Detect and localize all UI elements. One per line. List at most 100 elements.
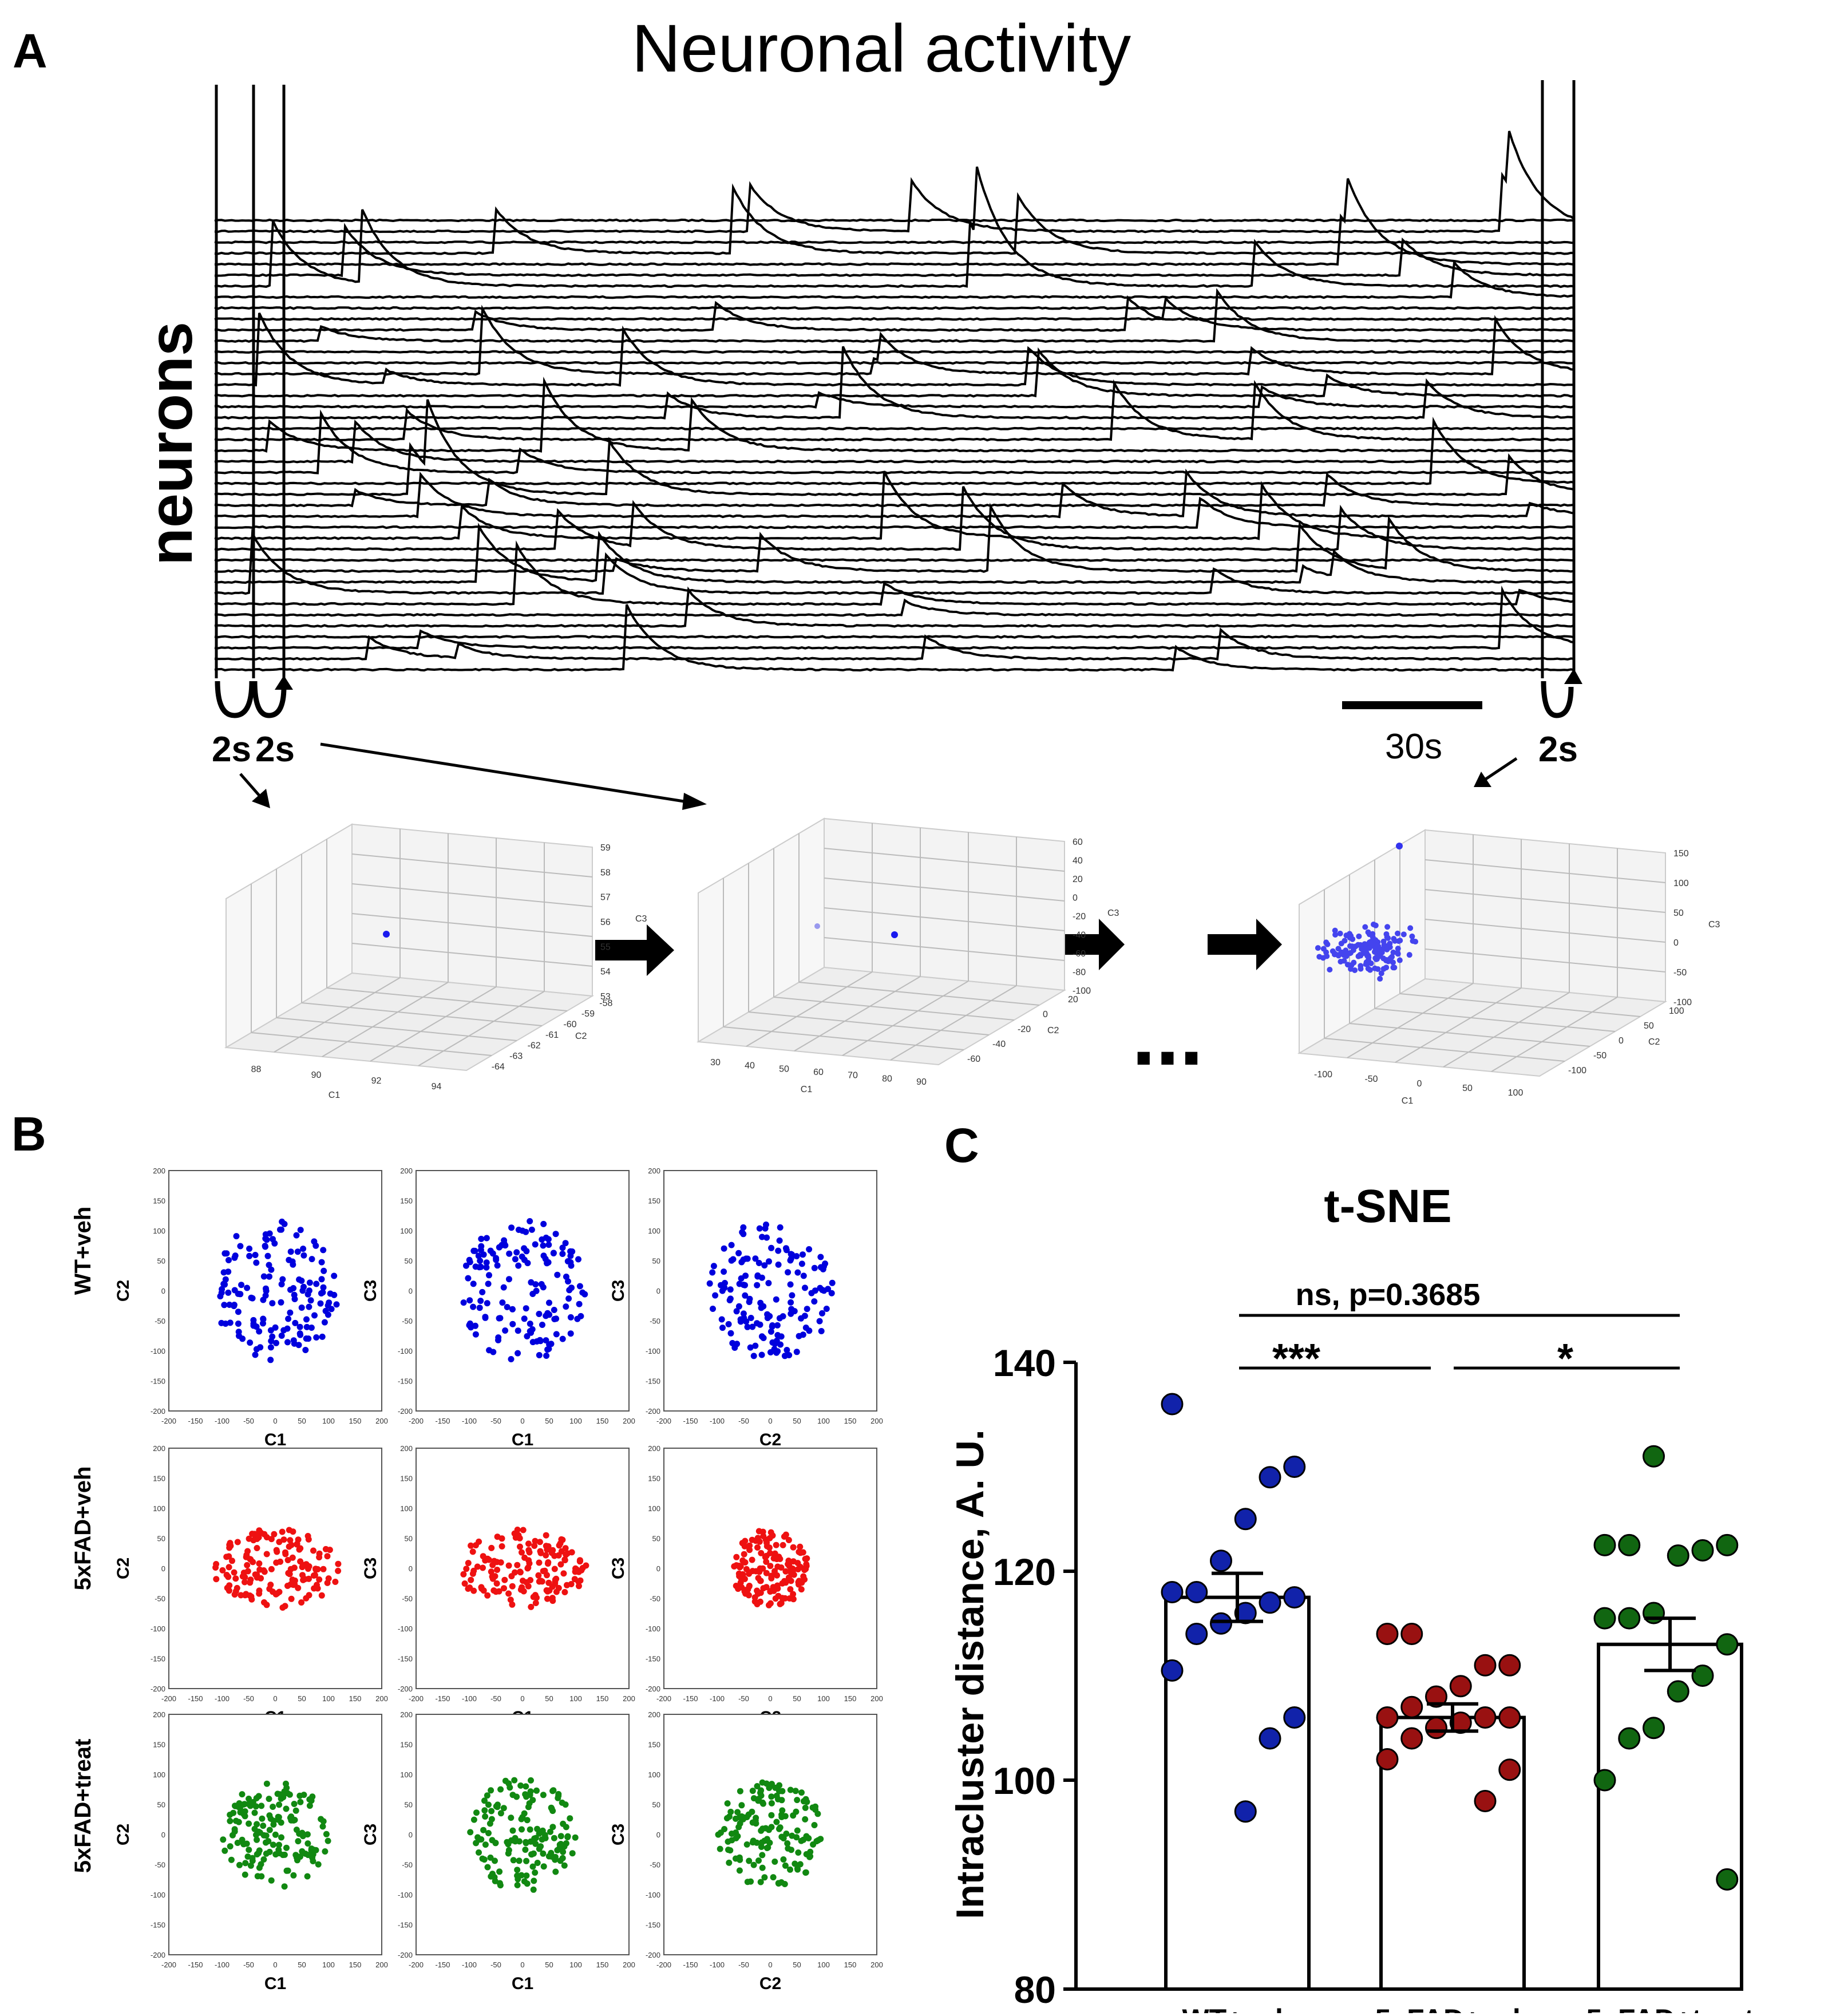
scatter-point [278, 1819, 284, 1826]
scatter-point [576, 1583, 582, 1590]
x-tick-label: 100 [1508, 1088, 1524, 1098]
scatter-point [484, 1792, 490, 1799]
scatter-point [828, 1290, 835, 1296]
scatter-point [469, 1570, 476, 1577]
scatter-point [521, 1554, 528, 1561]
y-tick-label: -100 [646, 1347, 660, 1355]
scatter-point [253, 1346, 260, 1353]
scatter-point [247, 1556, 254, 1563]
embedding-point [1400, 931, 1407, 938]
y-tick-label: -50 [650, 1595, 660, 1603]
y-tick-label: 100 [153, 1227, 165, 1235]
scatter-point [531, 1543, 538, 1549]
scatter-point [756, 1225, 763, 1232]
scatter-point [790, 1591, 797, 1598]
x-tick-label: 0 [520, 1417, 524, 1425]
scatter-point [733, 1308, 740, 1315]
y-tick-label: 100 [400, 1770, 413, 1779]
y-tick-label: -200 [151, 1685, 165, 1693]
scatter-point [523, 1793, 529, 1800]
scatter-point [754, 1282, 761, 1288]
scatter-point [546, 1341, 553, 1348]
scatter-point [270, 1236, 276, 1243]
scatter-subplot: -200-200 -150 -150 -100 -100 -50 -50 0 0 50 50 100 1… [609, 1167, 883, 1449]
data-point [1618, 1533, 1641, 1556]
y-tick-label: -63 [509, 1052, 523, 1061]
scatter-point [507, 1596, 514, 1603]
y-tick-label: -100 [398, 1347, 413, 1355]
scatter-point [532, 1869, 539, 1876]
scatter-point [809, 1804, 816, 1811]
scatter-point [759, 1234, 765, 1240]
scatter-point [558, 1536, 565, 1543]
y-tick-label: 200 [400, 1444, 413, 1453]
scatter-point [757, 1789, 763, 1796]
scatter-point [532, 1840, 539, 1847]
scatter-point [759, 1825, 766, 1832]
scatter-point [544, 1572, 550, 1579]
embedding-point [1390, 964, 1396, 971]
scatter-point [254, 1821, 260, 1828]
scatter-point [771, 1346, 778, 1353]
scatter-point [484, 1592, 491, 1599]
scatter-point [733, 1835, 739, 1841]
z-tick-label: 100 [1673, 879, 1689, 888]
scatter-point [505, 1847, 512, 1853]
scatter-point [537, 1548, 544, 1555]
scatter-point [798, 1586, 805, 1593]
scatter-point [745, 1811, 752, 1818]
scatter-point [779, 1595, 786, 1602]
scatter-point [760, 1800, 766, 1807]
y-axis-label: C2 [114, 1280, 133, 1302]
scatter-point [231, 1569, 238, 1576]
x-tick-label: 100 [322, 1960, 335, 1969]
y-tick-label: 200 [400, 1167, 413, 1175]
embedding-point [1384, 946, 1390, 952]
scatter-point [509, 1601, 516, 1608]
scatter-point [532, 1600, 539, 1606]
scatter-point [774, 1582, 781, 1589]
scatter-point [544, 1588, 551, 1595]
y-tick-label: 0 [161, 1287, 165, 1295]
neuron-trace [214, 288, 1575, 343]
x-tick-label: 50 [545, 1960, 553, 1969]
x-tick-label: 200 [375, 1960, 388, 1969]
scatter-point [741, 1543, 748, 1549]
data-point [1618, 1607, 1641, 1630]
scatter-point [747, 1344, 754, 1351]
scatter-point [297, 1331, 304, 1338]
back-pane [351, 823, 593, 997]
scatter-point [755, 1528, 762, 1535]
scatter-point [244, 1853, 251, 1860]
scatter-point [536, 1311, 543, 1317]
x-tick-label: 70 [848, 1071, 858, 1081]
data-point [1643, 1602, 1665, 1624]
scatter-point [242, 1808, 248, 1815]
scatter-point [527, 1826, 533, 1833]
x-tick-label: 94 [432, 1082, 442, 1092]
x-tick-label: 200 [870, 1694, 883, 1703]
scatter-point [746, 1857, 753, 1864]
scatter-point [529, 1326, 536, 1333]
scatter-point [320, 1267, 327, 1274]
scatter-point [785, 1269, 792, 1276]
grid-line [274, 977, 401, 1053]
scatter-point [228, 1856, 235, 1863]
scatter-point [278, 1281, 285, 1288]
x-tick-label: 200 [375, 1417, 388, 1425]
scatter-point [256, 1328, 263, 1335]
data-point [1376, 1706, 1399, 1729]
scatter-point [483, 1259, 490, 1266]
scatter-point [501, 1237, 508, 1244]
scatter-point [549, 1824, 556, 1831]
y-tick-label: 50 [652, 1535, 660, 1543]
scatter-point [311, 1238, 318, 1245]
scatter-point [776, 1315, 783, 1322]
scatter-point [789, 1251, 796, 1258]
scatter-point [242, 1592, 248, 1599]
scatter-point [523, 1783, 529, 1790]
scatter-point [538, 1281, 545, 1287]
data-point [1716, 1633, 1739, 1656]
scatter-point [467, 1829, 474, 1836]
embedding-point [1378, 970, 1384, 977]
